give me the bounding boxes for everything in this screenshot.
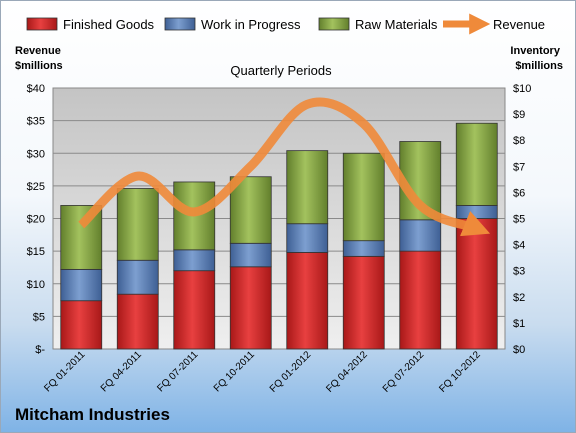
right-tick-label: $10 xyxy=(513,83,531,95)
bar-raw-materials xyxy=(116,188,159,261)
bar-work-in-progress xyxy=(116,259,159,295)
right-tick-label: $1 xyxy=(513,318,525,330)
bar-raw-materials xyxy=(229,176,272,244)
bar-finished-goods xyxy=(173,270,216,350)
revenue-line-series xyxy=(78,97,491,237)
legend-label-raw-materials: Raw Materials xyxy=(355,17,438,32)
legend-swatch-finished-goods xyxy=(26,17,58,31)
bar-series xyxy=(60,122,498,350)
bar-work-in-progress xyxy=(60,268,103,302)
x-tick-label: FQ 04-2012 xyxy=(324,349,370,395)
legend-label-finished-goods: Finished Goods xyxy=(63,17,155,32)
left-tick-label: $- xyxy=(35,344,45,356)
right-tick-label: $7 xyxy=(513,161,525,173)
right-tick-label: $4 xyxy=(513,240,525,252)
left-tick-label: $25 xyxy=(27,181,45,193)
legend-label-revenue: Revenue xyxy=(493,17,545,32)
legend-swatch-work-in-progress xyxy=(164,17,196,31)
left-tick-label: $40 xyxy=(27,83,45,95)
bar-raw-materials xyxy=(342,152,385,242)
right-tick-label: $5 xyxy=(513,214,525,226)
right-tick-label: $8 xyxy=(513,135,525,147)
bar-work-in-progress xyxy=(173,249,216,272)
right-tick-label: $0 xyxy=(513,344,525,356)
legend-swatch-raw-materials xyxy=(318,17,350,31)
revenue-line xyxy=(78,97,491,237)
x-tick-label: FQ 07-2012 xyxy=(381,349,427,395)
left-tick-label: $20 xyxy=(27,214,45,226)
bar-finished-goods xyxy=(399,250,442,350)
right-tick-label: $9 xyxy=(513,109,525,121)
left-axis-ticks: $- $5 $10 $15 $20 $25 $30 $35 $40 xyxy=(27,83,46,356)
right-axis-label: Inventory $millions xyxy=(510,45,563,72)
right-axis-label-line2: $millions xyxy=(515,60,563,72)
x-tick-label: FQ 10-2011 xyxy=(212,349,257,394)
x-tick-label: FQ 01-2012 xyxy=(268,349,314,395)
left-axis-label: Revenue $millions xyxy=(15,45,64,72)
bar-finished-goods xyxy=(342,255,385,350)
left-tick-label: $15 xyxy=(27,246,45,258)
right-axis-label-line1: Inventory xyxy=(510,45,560,57)
left-axis-label-line2: $millions xyxy=(15,60,63,72)
x-tick-label: FQ 04-2011 xyxy=(99,349,144,394)
bar-work-in-progress xyxy=(342,240,385,257)
company-name: Mitcham Industries xyxy=(15,405,170,424)
chart-legend: Finished Goods Work in Progress Raw Materi… xyxy=(26,13,545,35)
right-tick-label: $2 xyxy=(513,292,525,304)
left-tick-label: $5 xyxy=(33,311,45,323)
bar-work-in-progress xyxy=(229,242,272,268)
right-tick-label: $6 xyxy=(513,187,525,199)
bar-raw-materials xyxy=(455,122,498,206)
left-tick-label: $35 xyxy=(27,116,45,128)
bar-raw-materials xyxy=(286,150,329,225)
x-tick-label: FQ 01-2011 xyxy=(42,349,87,394)
chart-title: Quarterly Periods xyxy=(230,63,332,78)
right-axis-ticks: $0 $1 $2 $3 $4 $5 $6 $7 $8 $9 $10 xyxy=(513,83,531,356)
x-axis-ticks: FQ 01-2011 FQ 04-2011 FQ 07-2011 FQ 10-2011… xyxy=(42,349,483,395)
left-tick-label: $10 xyxy=(27,279,45,291)
bar-work-in-progress xyxy=(286,223,329,253)
left-axis-label-line1: Revenue xyxy=(15,45,61,57)
bar-work-in-progress xyxy=(455,205,498,219)
bar-work-in-progress xyxy=(399,219,442,252)
bar-finished-goods xyxy=(286,252,329,350)
bar-finished-goods xyxy=(455,218,498,350)
x-tick-label: FQ 07-2011 xyxy=(155,349,200,394)
bar-finished-goods xyxy=(229,266,272,350)
legend-label-work-in-progress: Work in Progress xyxy=(201,17,301,32)
bar-finished-goods xyxy=(116,293,159,350)
right-tick-label: $3 xyxy=(513,266,525,278)
bar-finished-goods xyxy=(60,300,103,350)
left-tick-label: $30 xyxy=(27,148,45,160)
x-tick-label: FQ 10-2012 xyxy=(437,349,483,395)
